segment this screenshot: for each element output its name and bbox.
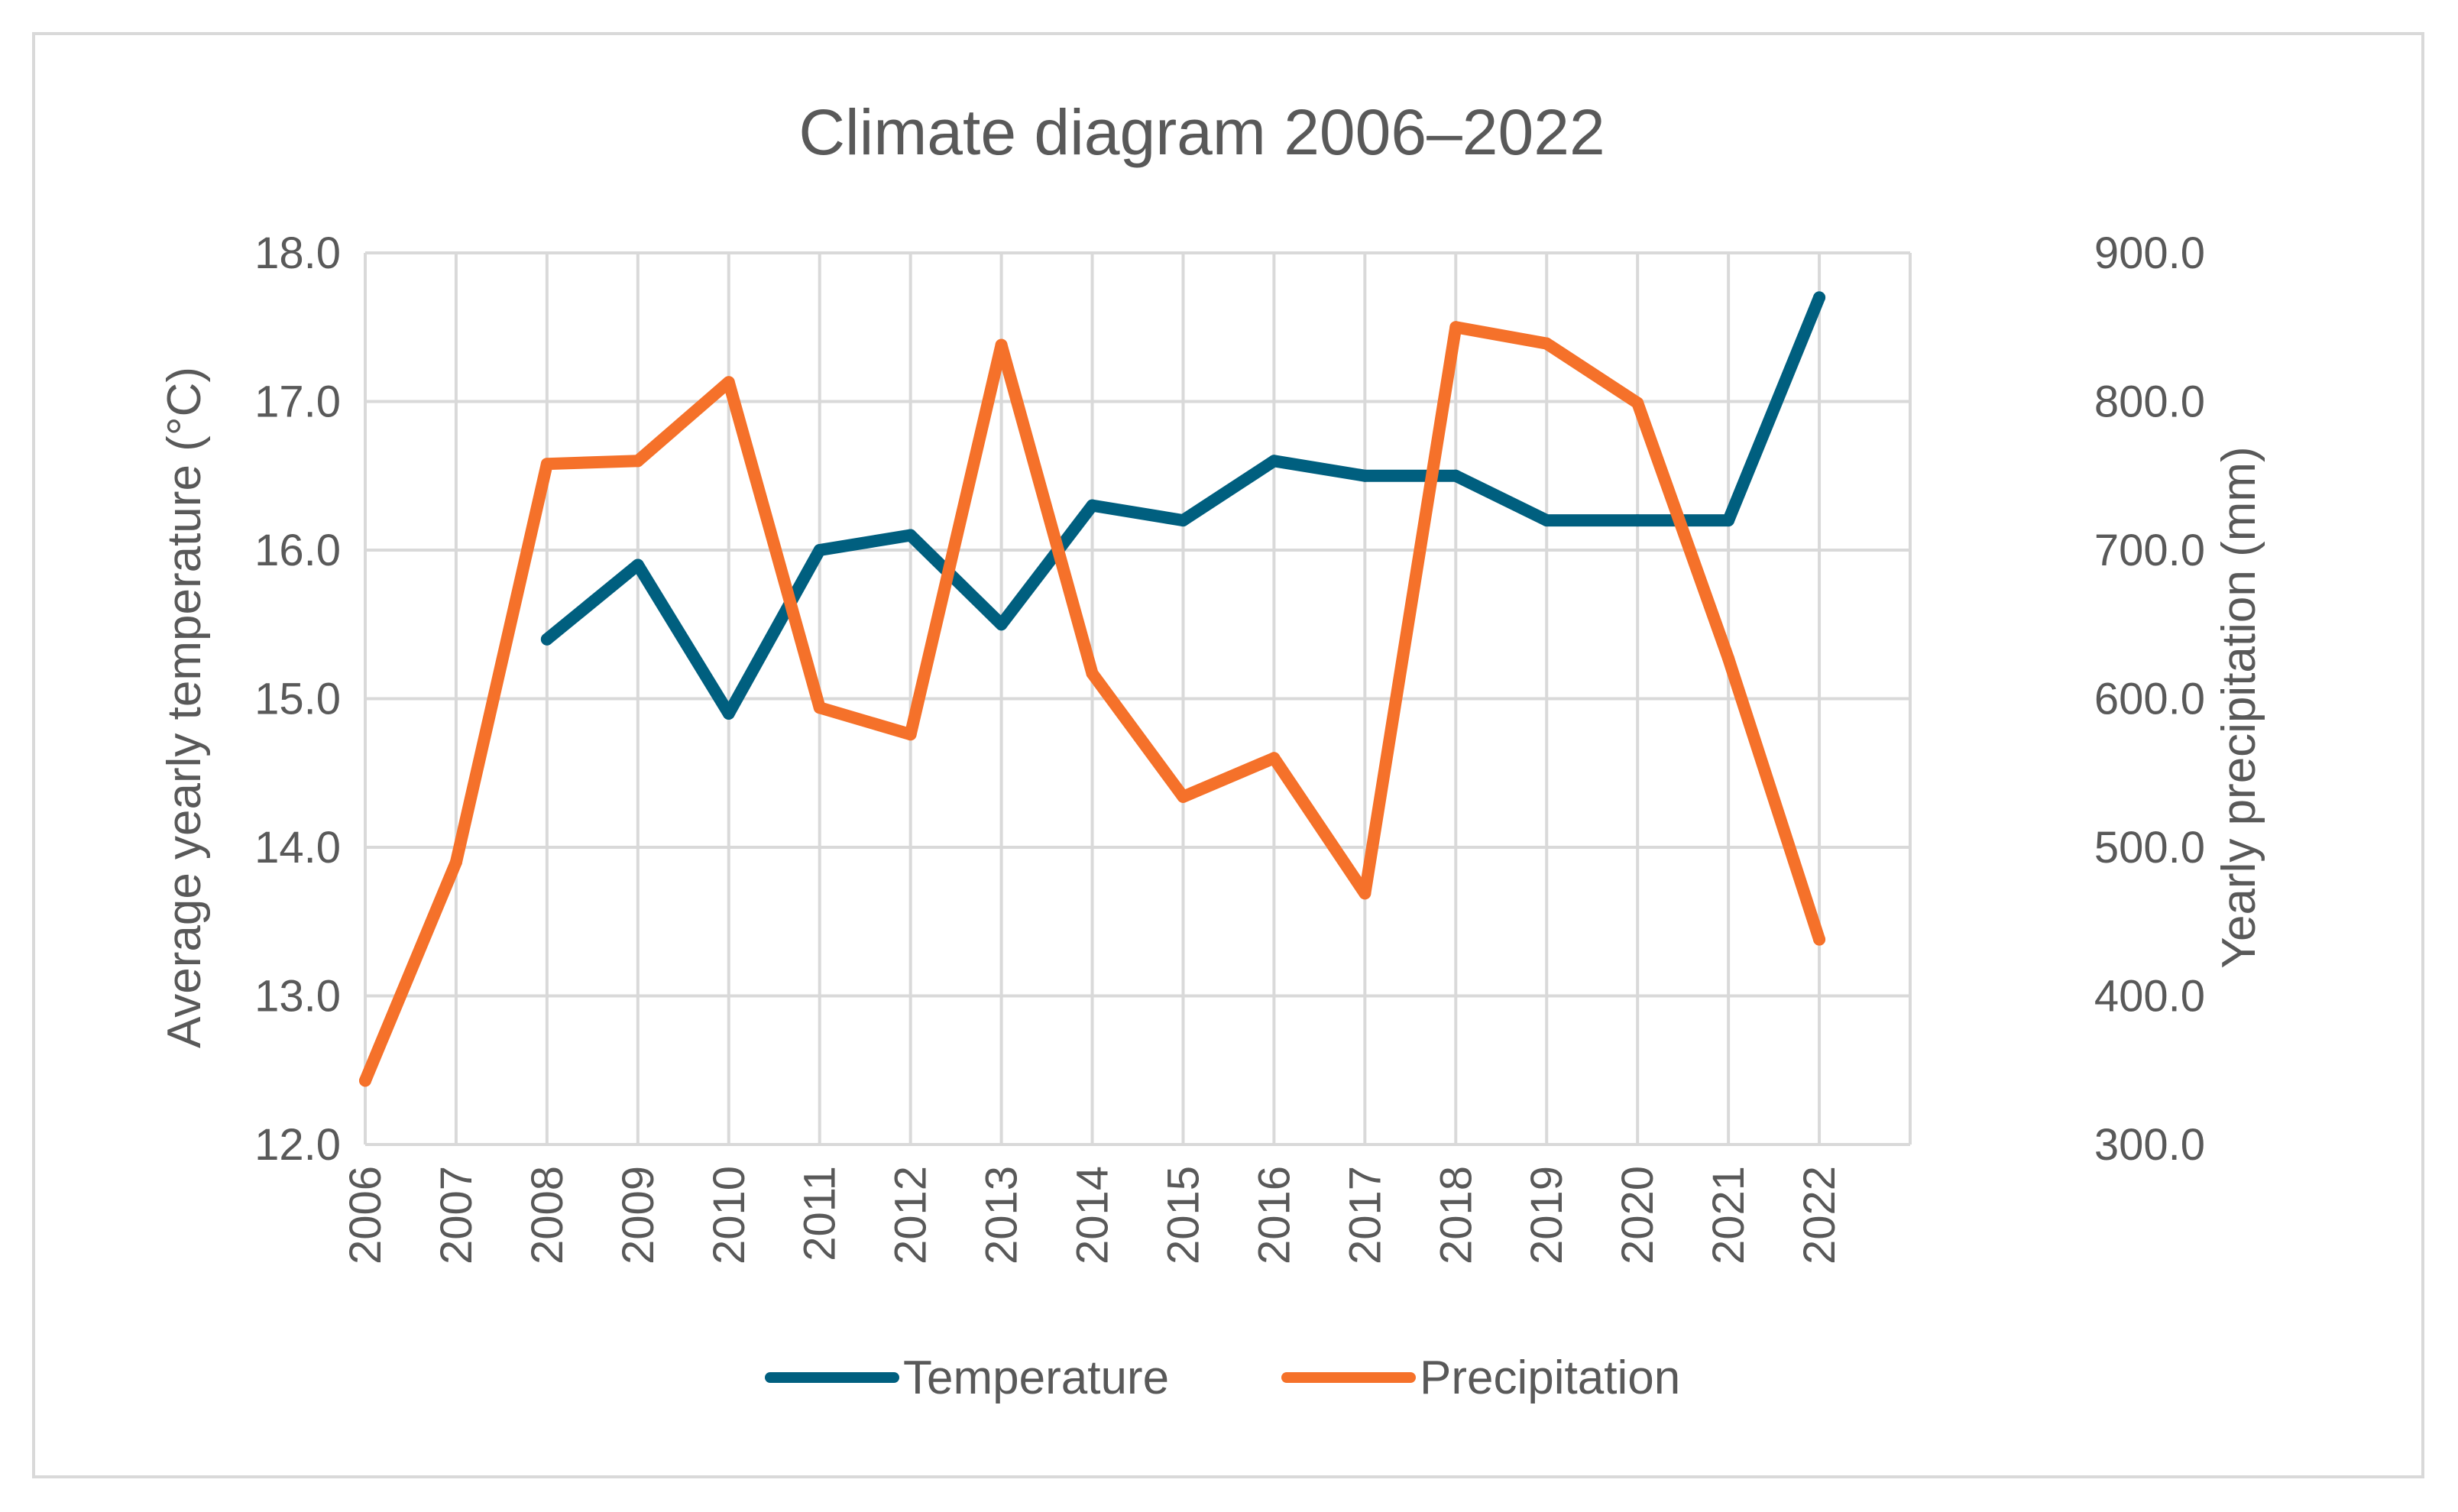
left-axis-ticks: 12.0 13.0 14.0 15.0 16.0 17.0 18.0	[254, 228, 341, 1170]
data-point-precipitation	[995, 338, 1008, 351]
x-tick-label: 2020	[1613, 1166, 1663, 1264]
x-tick-label: 2016	[1249, 1166, 1299, 1264]
data-point-temperature	[1813, 291, 1826, 304]
data-point-precipitation	[813, 701, 826, 714]
x-tick-label: 2012	[886, 1166, 936, 1264]
legend: Temperature Precipitation	[765, 1352, 1680, 1404]
right-tick-label: 500.0	[2094, 823, 2205, 873]
data-point-temperature	[995, 618, 1008, 631]
series-lines	[359, 291, 1826, 1087]
data-point-temperature	[631, 559, 644, 571]
right-tick-label: 600.0	[2094, 675, 2205, 724]
data-point-precipitation	[449, 856, 462, 869]
data-point-precipitation	[1722, 652, 1735, 665]
data-point-precipitation	[1268, 752, 1281, 765]
x-tick-label: 2018	[1431, 1166, 1481, 1264]
data-point-precipitation	[631, 455, 644, 468]
data-point-precipitation	[1359, 887, 1371, 900]
x-tick-label: 2019	[1522, 1166, 1572, 1264]
right-tick-label: 800.0	[2094, 377, 2205, 427]
right-tick-label: 700.0	[2094, 526, 2205, 575]
x-tick-label: 2021	[1704, 1166, 1754, 1264]
x-tick-label: 2017	[1340, 1166, 1390, 1264]
left-tick-label: 14.0	[254, 823, 341, 873]
data-point-temperature	[1540, 514, 1553, 527]
left-axis-title: Average yearly temperature (°C)	[158, 367, 211, 1048]
x-tick-label: 2007	[432, 1166, 481, 1264]
data-point-precipitation	[1540, 337, 1553, 350]
data-point-precipitation	[722, 376, 735, 389]
data-point-temperature	[904, 529, 917, 542]
data-point-temperature	[1722, 514, 1735, 527]
right-axis-title: Yearly precipitation (mm)	[2213, 446, 2265, 968]
left-tick-label: 16.0	[254, 526, 341, 575]
x-tick-label: 2011	[795, 1166, 845, 1261]
right-tick-label: 900.0	[2094, 228, 2205, 278]
data-point-temperature	[813, 544, 826, 556]
data-point-precipitation	[1177, 790, 1190, 803]
right-tick-label: 400.0	[2094, 972, 2205, 1021]
x-tick-label: 2013	[977, 1166, 1027, 1264]
left-tick-label: 15.0	[254, 675, 341, 724]
x-tick-label: 2014	[1068, 1166, 1118, 1264]
data-point-temperature	[1359, 469, 1371, 482]
x-tick-label: 2015	[1158, 1166, 1208, 1264]
right-tick-label: 300.0	[2094, 1120, 2205, 1170]
x-tick-label: 2008	[523, 1166, 572, 1264]
left-tick-label: 18.0	[254, 228, 341, 278]
data-point-temperature	[540, 633, 553, 646]
data-point-precipitation	[1086, 667, 1099, 680]
left-tick-label: 17.0	[254, 377, 341, 427]
data-point-temperature	[722, 707, 735, 720]
data-point-precipitation	[1813, 933, 1826, 946]
chart-title: Climate diagram 2006–2022	[798, 96, 1605, 168]
data-point-temperature	[1268, 455, 1281, 468]
x-tick-label: 2022	[1795, 1166, 1844, 1264]
gridlines	[364, 251, 1912, 1146]
data-point-precipitation	[1631, 397, 1644, 410]
data-point-temperature	[1177, 514, 1190, 527]
data-point-precipitation	[540, 458, 553, 471]
chart-frame: Climate diagram 2006–2022 12.0 13.0 14.0 15…	[32, 32, 2424, 1478]
data-point-precipitation	[1449, 321, 1462, 334]
x-tick-label: 2009	[614, 1166, 663, 1264]
x-tick-label: 2006	[341, 1166, 390, 1264]
data-point-temperature	[1631, 514, 1644, 527]
data-point-temperature	[1086, 499, 1099, 512]
x-axis-ticks: 2006 2007 2008 2009 2010 2011 2012 2013 2014 2015…	[341, 1166, 1844, 1264]
left-tick-label: 12.0	[254, 1120, 341, 1170]
right-axis-ticks: 300.0 400.0 500.0 600.0 700.0 800.0 900.0	[2094, 228, 2205, 1170]
legend-label-precipitation: Precipitation	[1420, 1352, 1680, 1404]
data-point-temperature	[1449, 469, 1462, 482]
x-tick-label: 2010	[704, 1166, 754, 1264]
legend-label-temperature: Temperature	[903, 1352, 1169, 1404]
left-tick-label: 13.0	[254, 972, 341, 1021]
data-point-precipitation	[359, 1074, 371, 1087]
line-chart: Climate diagram 2006–2022 12.0 13.0 14.0 15…	[158, 96, 2265, 1404]
data-point-precipitation	[904, 728, 917, 741]
